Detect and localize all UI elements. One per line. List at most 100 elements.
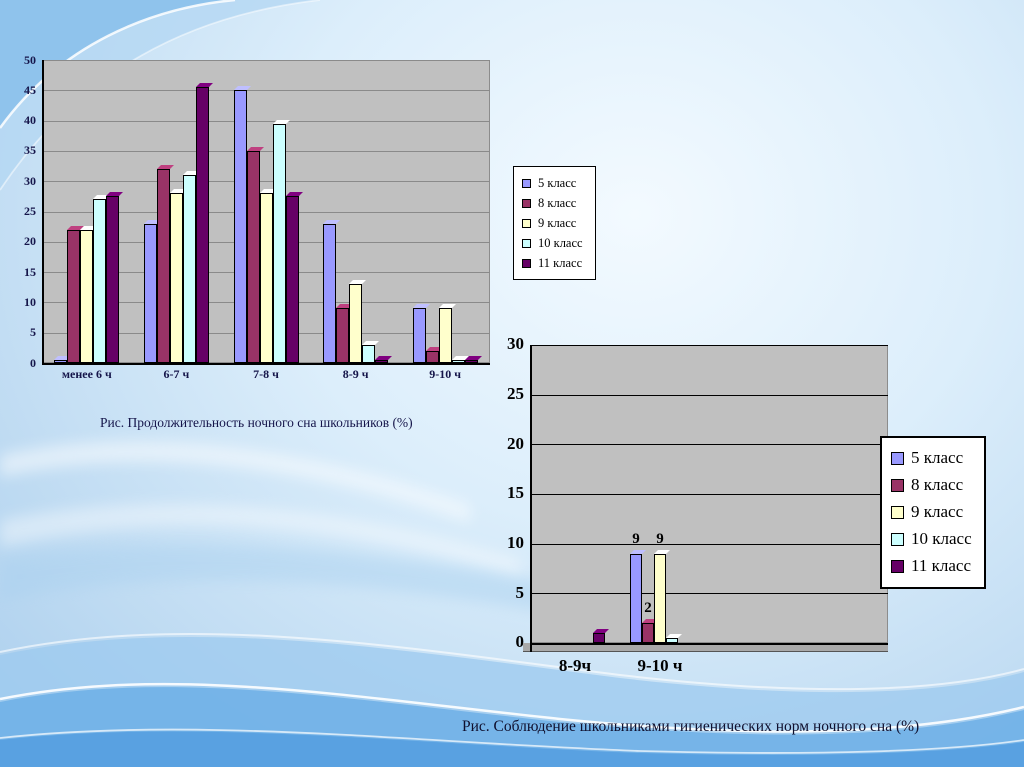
- y-axis-label: 50: [24, 52, 36, 67]
- x-axis-line: [530, 643, 888, 645]
- legend-swatch: [891, 533, 904, 546]
- category-label: 9-10 ч: [637, 656, 683, 675]
- category-label: 6-7 ч: [163, 367, 190, 381]
- data-label: 9: [656, 531, 664, 547]
- bar-8-класс-1: [642, 623, 654, 643]
- legend-swatch: [522, 218, 531, 228]
- bar-top-face: [375, 356, 392, 360]
- legend-item: 11 класс: [891, 553, 972, 580]
- y-axis-label: 45: [24, 82, 36, 97]
- bar-10-класс-4: [452, 360, 465, 363]
- bar-8-класс-3: [336, 308, 349, 363]
- y-axis-label: 10: [24, 294, 36, 309]
- bar-11-класс-0: [106, 196, 119, 363]
- gridline: [42, 150, 490, 152]
- gridline: [42, 181, 490, 183]
- legend-item: 10 класс: [522, 233, 583, 253]
- bar-9-класс-4: [439, 308, 452, 363]
- bar-top-face: [362, 341, 379, 345]
- category-label: 8-9 ч: [342, 367, 369, 381]
- y-axis-label: 30: [507, 334, 524, 354]
- gridline: [42, 60, 490, 61]
- category-label: 7-8 ч: [253, 367, 279, 381]
- corner-wave-line2: [0, 0, 321, 191]
- y-axis-label: 5: [30, 325, 36, 340]
- legend-item: 9 класс: [891, 499, 972, 526]
- y-axis-label: 15: [24, 264, 36, 279]
- bar-8-класс-0: [67, 230, 80, 363]
- hygiene-norms-chart: 0 5 10 15 20 25 30 8-9ч 9-10 ч 9 2 9: [505, 334, 915, 698]
- bar-top-face: [642, 619, 658, 623]
- category-label: 9-10 ч: [429, 367, 462, 381]
- bar-10-класс-3: [362, 345, 375, 363]
- bar-top-face: [144, 220, 161, 224]
- legend-swatch: [891, 560, 904, 573]
- bar-9-класс-1: [654, 554, 666, 643]
- hygiene-norms-legend: 5 класс 8 класс 9 класс 10 класс 11 класс: [880, 436, 986, 589]
- hygiene-norms-caption: Рис. Соблюдение школьниками гигиенически…: [462, 718, 920, 735]
- legend-label: 11 класс: [911, 556, 971, 576]
- data-label: 9: [632, 531, 640, 547]
- legend-label: 10 класс: [911, 529, 972, 549]
- bar-top-face: [54, 356, 71, 360]
- bar-5-класс-3: [323, 224, 336, 363]
- sleep-duration-chart: 0 5 10 15 20 25 30 35 40 45 50 менее 6 ч 6-7 ч 7-8 ч 8…: [20, 50, 500, 400]
- category-label: 8-9ч: [558, 656, 592, 675]
- bar-10-класс-2: [273, 124, 286, 363]
- bar-5-класс-4: [413, 308, 426, 363]
- data-label: 2: [644, 600, 652, 616]
- gridline: [530, 444, 888, 446]
- bar-9-класс-3: [349, 284, 362, 363]
- y-axis-label: 25: [24, 204, 36, 219]
- legend-swatch: [522, 238, 531, 248]
- legend-label: 9 класс: [538, 215, 577, 230]
- bar-top-face: [439, 304, 456, 308]
- sleep-duration-caption: Рис. Продолжительность ночного сна школь…: [100, 415, 413, 430]
- legend-swatch: [891, 452, 904, 465]
- legend-item: 8 класс: [522, 193, 583, 213]
- bar-9-класс-1: [170, 193, 183, 363]
- bar-top-face: [465, 356, 482, 360]
- y-axis-label: 15: [507, 483, 524, 503]
- category-label: менее 6 ч: [61, 367, 112, 381]
- bar-top-face: [630, 550, 646, 554]
- bar-top-face: [426, 347, 443, 351]
- bar-top-face: [234, 86, 251, 90]
- y-axis-line: [42, 60, 44, 363]
- bar-5-класс-1: [144, 224, 157, 363]
- legend-label: 9 класс: [911, 502, 964, 522]
- gridline: [530, 494, 888, 495]
- corner-wave: [0, 0, 235, 128]
- bar-8-класс-1: [157, 169, 170, 363]
- legend-swatch: [522, 178, 531, 188]
- y-axis-label: 5: [515, 582, 525, 602]
- gridline: [530, 345, 888, 346]
- bar-top-face: [260, 189, 277, 193]
- bar-11-класс-2: [286, 196, 299, 363]
- bar-top-face: [452, 356, 469, 360]
- bar-top-face: [323, 220, 340, 224]
- bar-5-класс-1: [630, 554, 642, 643]
- sleep-duration-legend: 5 класс 8 класс 9 класс 10 класс 11 класс: [513, 166, 596, 280]
- bar-8-класс-2: [247, 151, 260, 363]
- legend-swatch: [522, 198, 531, 208]
- legend-label: 8 класс: [911, 475, 964, 495]
- y-axis-label: 35: [24, 143, 36, 158]
- bar-top-face: [654, 550, 670, 554]
- legend-item: 8 класс: [891, 472, 972, 499]
- bar-5-класс-2: [234, 90, 247, 363]
- legend-label: 5 класс: [911, 448, 964, 468]
- legend-item: 11 класс: [522, 253, 583, 273]
- gridline: [530, 543, 888, 545]
- y-axis-label: 20: [507, 433, 524, 453]
- bar-11-класс-1: [196, 87, 209, 363]
- legend-label: 8 класс: [538, 195, 577, 210]
- bar-5-класс-0: [54, 360, 67, 363]
- bar-10-класс-0: [93, 199, 106, 363]
- corner-wave-line: [0, 0, 236, 129]
- chart-floor: [523, 643, 888, 652]
- bar-8-класс-4: [426, 351, 439, 363]
- legend-item: 10 класс: [891, 526, 972, 553]
- bar-top-face: [273, 120, 290, 124]
